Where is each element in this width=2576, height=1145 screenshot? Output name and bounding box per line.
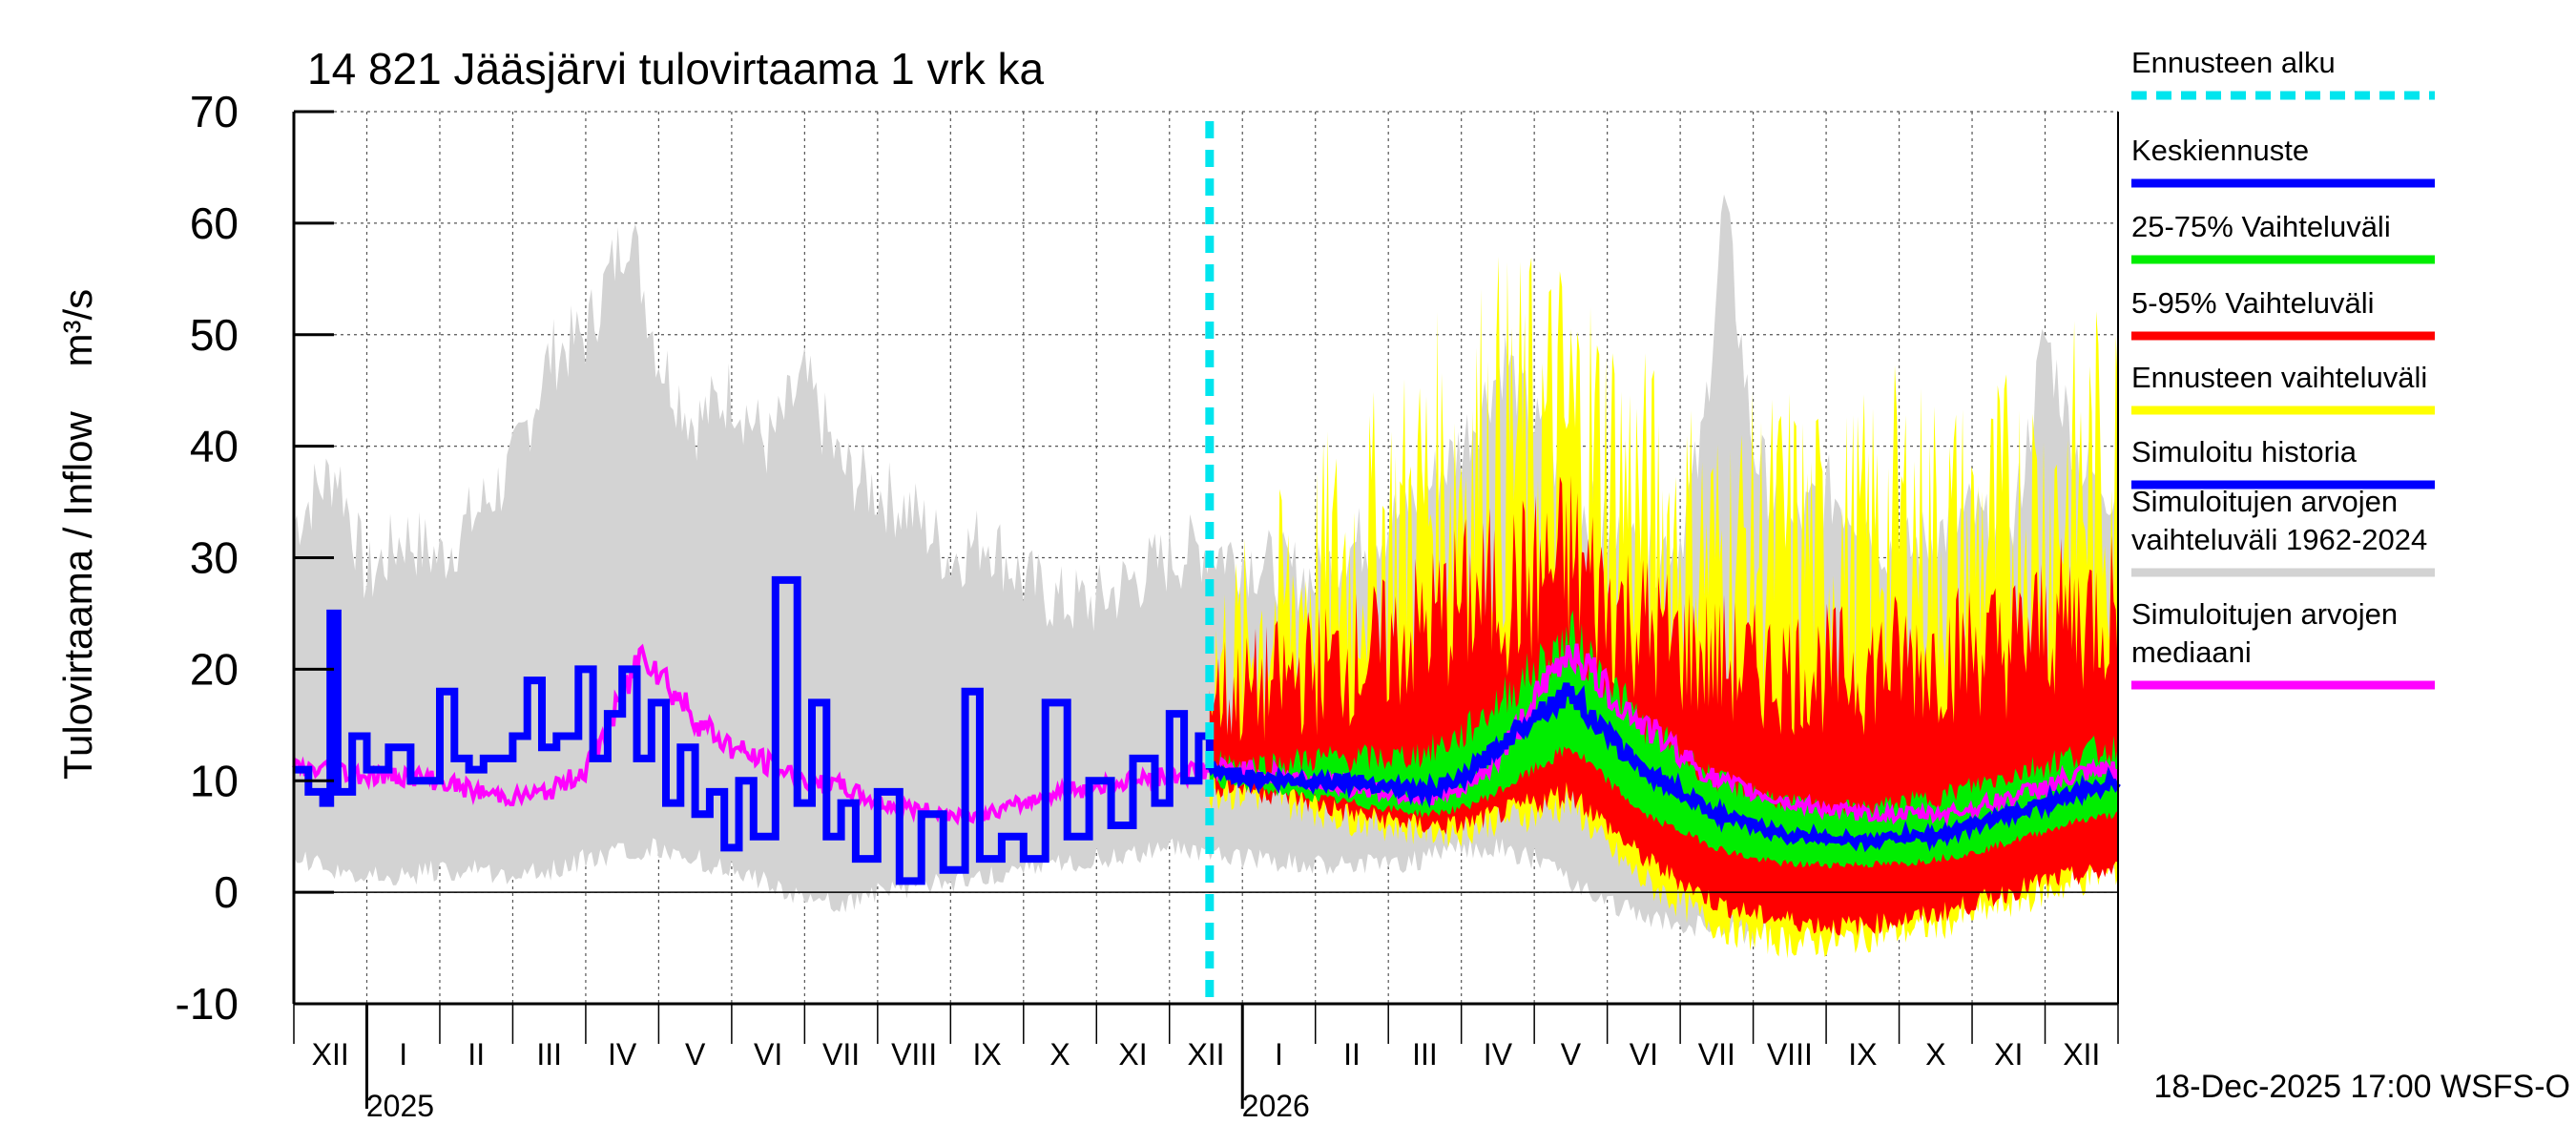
month-label: VII	[1698, 1037, 1735, 1072]
month-label: III	[536, 1037, 562, 1072]
timestamp-footer: 18-Dec-2025 17:00 WSFS-O	[2153, 1069, 2570, 1105]
legend-label: Ennusteen alku	[2131, 46, 2336, 79]
month-label: XII	[312, 1037, 349, 1072]
month-label: X	[1925, 1037, 1945, 1072]
y-tick-label: 50	[190, 310, 239, 360]
month-label: V	[685, 1037, 706, 1072]
legend: Ennusteen alku Keskiennuste 25-75% Vaihtel…	[2131, 46, 2435, 690]
legend-label: Ennusteen vaihteluväli	[2131, 361, 2427, 394]
y-tick-label: 40	[190, 422, 239, 471]
legend-label: Simuloitujen arvojen	[2131, 597, 2398, 631]
month-label: IV	[1484, 1037, 1513, 1072]
p25-75-band	[1209, 610, 2118, 869]
y-tick-label: 70	[190, 87, 239, 136]
legend-label: mediaani	[2131, 635, 2252, 669]
data-layer	[292, 194, 2121, 959]
mean-forecast-line	[1206, 682, 2121, 853]
legend-label: 25-75% Vaihteluväli	[2131, 210, 2391, 243]
legend-label: Simuloitujen arvojen	[2131, 485, 2398, 518]
y-tick-label: 20	[190, 644, 239, 694]
month-label: VI	[754, 1037, 782, 1072]
month-label: IX	[972, 1037, 1001, 1072]
month-label: III	[1412, 1037, 1438, 1072]
month-label: II	[1343, 1037, 1361, 1072]
month-label: X	[1049, 1037, 1070, 1072]
historical-median-line	[292, 643, 2120, 827]
month-label: VII	[822, 1037, 860, 1072]
month-label: VIII	[1767, 1037, 1813, 1072]
month-label: I	[399, 1037, 407, 1072]
month-label: VIII	[891, 1037, 937, 1072]
month-label: II	[467, 1037, 485, 1072]
year-label: 2025	[366, 1089, 434, 1123]
y-tick-label: -10	[176, 979, 239, 1029]
y-axis-label: Tulovirtaama / Inflow m³/s	[55, 289, 100, 780]
y-tick-label: 10	[190, 756, 239, 805]
y-tick-label: 30	[190, 533, 239, 583]
legend-label: Simuloitu historia	[2131, 435, 2358, 468]
month-label: I	[1275, 1037, 1283, 1072]
month-label: V	[1561, 1037, 1582, 1072]
month-label: VI	[1630, 1037, 1658, 1072]
y-tick-label: 60	[190, 198, 239, 248]
month-label: XII	[1187, 1037, 1224, 1072]
chart-title: 14 821 Jääsjärvi tulovirtaama 1 vrk ka	[307, 44, 1045, 94]
month-label: XI	[1994, 1037, 2023, 1072]
legend-label: Keskiennuste	[2131, 134, 2309, 167]
legend-label: vaihteluväli 1962-2024	[2131, 523, 2427, 556]
month-label: XI	[1118, 1037, 1147, 1072]
y-tick-label: 0	[214, 867, 239, 917]
month-label: XII	[2063, 1037, 2100, 1072]
month-label: IX	[1848, 1037, 1877, 1072]
legend-label: 5-95% Vaihteluväli	[2131, 286, 2374, 320]
simulated-history-line	[294, 575, 1214, 885]
year-label: 2026	[1242, 1089, 1310, 1123]
month-label: IV	[608, 1037, 637, 1072]
